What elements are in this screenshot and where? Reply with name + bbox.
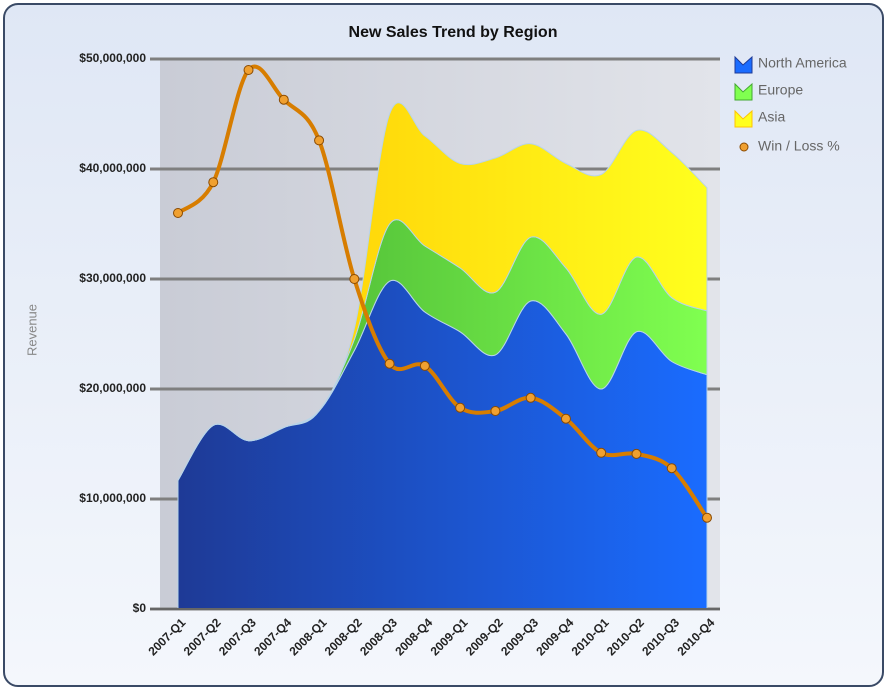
y-tick-label: $0: [133, 601, 147, 615]
area: [177, 102, 708, 481]
legend-label: Europe: [758, 82, 803, 98]
point: [278, 94, 289, 105]
point: [596, 447, 607, 458]
point: [419, 360, 430, 371]
point: [666, 463, 677, 474]
y-tick-label: $30,000,000: [79, 271, 146, 285]
legend-icon: [734, 109, 753, 128]
point: [208, 177, 219, 188]
y-tick-label: $10,000,000: [79, 491, 146, 505]
point: [702, 512, 712, 523]
legend-label: Win / Loss %: [758, 138, 840, 154]
point: [243, 65, 254, 75]
legend-label: Asia: [758, 109, 785, 125]
point: [631, 448, 642, 459]
point: [349, 274, 360, 284]
y-tick-label: $50,000,000: [79, 51, 146, 65]
y-tick-label: $20,000,000: [79, 381, 146, 395]
legend-icon: [739, 142, 749, 152]
y-tick-label: $40,000,000: [79, 161, 146, 175]
chart-title: New Sales Trend by Region: [349, 24, 558, 41]
legend-icon: [734, 82, 753, 101]
point: [173, 208, 183, 218]
legend-icon: [734, 55, 753, 74]
y-axis-label: Revenue: [24, 304, 39, 356]
point: [490, 406, 501, 416]
point: [455, 402, 466, 413]
point: [384, 358, 395, 369]
point: [560, 413, 571, 424]
point: [525, 392, 536, 403]
point: [314, 135, 325, 146]
legend-label: North America: [758, 55, 847, 71]
